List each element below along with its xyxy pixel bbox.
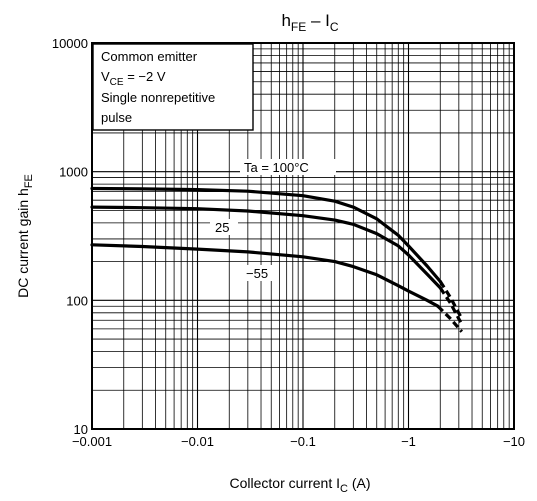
series-label-25: 25 <box>210 219 238 235</box>
series-label-minus55-text: −55 <box>246 266 268 281</box>
series-label-25-text: 25 <box>215 220 229 235</box>
chart-title: hFE – IC <box>281 11 338 34</box>
y-tick-label: 10000 <box>52 36 88 51</box>
series-curves <box>90 186 464 333</box>
axis-ticks: −0.001 −0.01 −0.1 −1 −10 10 100 1000 10000 <box>52 36 525 449</box>
series-label-minus55-bg <box>242 265 274 281</box>
x-tick-label: −0.1 <box>290 434 316 449</box>
series-line-dashed-0 <box>438 280 464 320</box>
note-line-3: Single nonrepetitive <box>101 90 215 105</box>
series-label-25-bg <box>210 219 238 235</box>
conditions-note: Common emitter VCE = −2 V Single nonrepe… <box>92 43 254 131</box>
y-tick-label: 10 <box>74 422 88 437</box>
note-line-2: VCE = −2 V <box>101 69 166 88</box>
series-label-100: Ta = 100°C <box>240 159 336 175</box>
note-line-4: pulse <box>101 110 132 125</box>
series-line-dashed-1 <box>438 287 464 326</box>
series-label-100-text: Ta = 100°C <box>244 160 309 175</box>
x-axis-label: Collector current IC (A) <box>230 475 371 495</box>
series-line-2 <box>90 243 440 308</box>
series-label-minus55: −55 <box>242 265 274 281</box>
series-line-dashed-2 <box>436 305 464 333</box>
x-tick-label: −0.001 <box>72 434 112 449</box>
y-tick-label: 100 <box>66 293 88 308</box>
note-line-1: Common emitter <box>101 49 198 64</box>
series-line-0 <box>90 186 442 284</box>
y-tick-label: 1000 <box>59 165 88 180</box>
plot-frame <box>91 42 515 430</box>
conditions-note-box <box>92 43 254 131</box>
y-axis-label: DC current gain hFE <box>15 174 35 298</box>
x-tick-label: −10 <box>503 434 525 449</box>
series-label-100-bg <box>240 159 336 175</box>
x-tick-label: −1 <box>401 434 416 449</box>
series-line-1 <box>90 205 442 290</box>
x-tick-label: −0.01 <box>181 434 214 449</box>
